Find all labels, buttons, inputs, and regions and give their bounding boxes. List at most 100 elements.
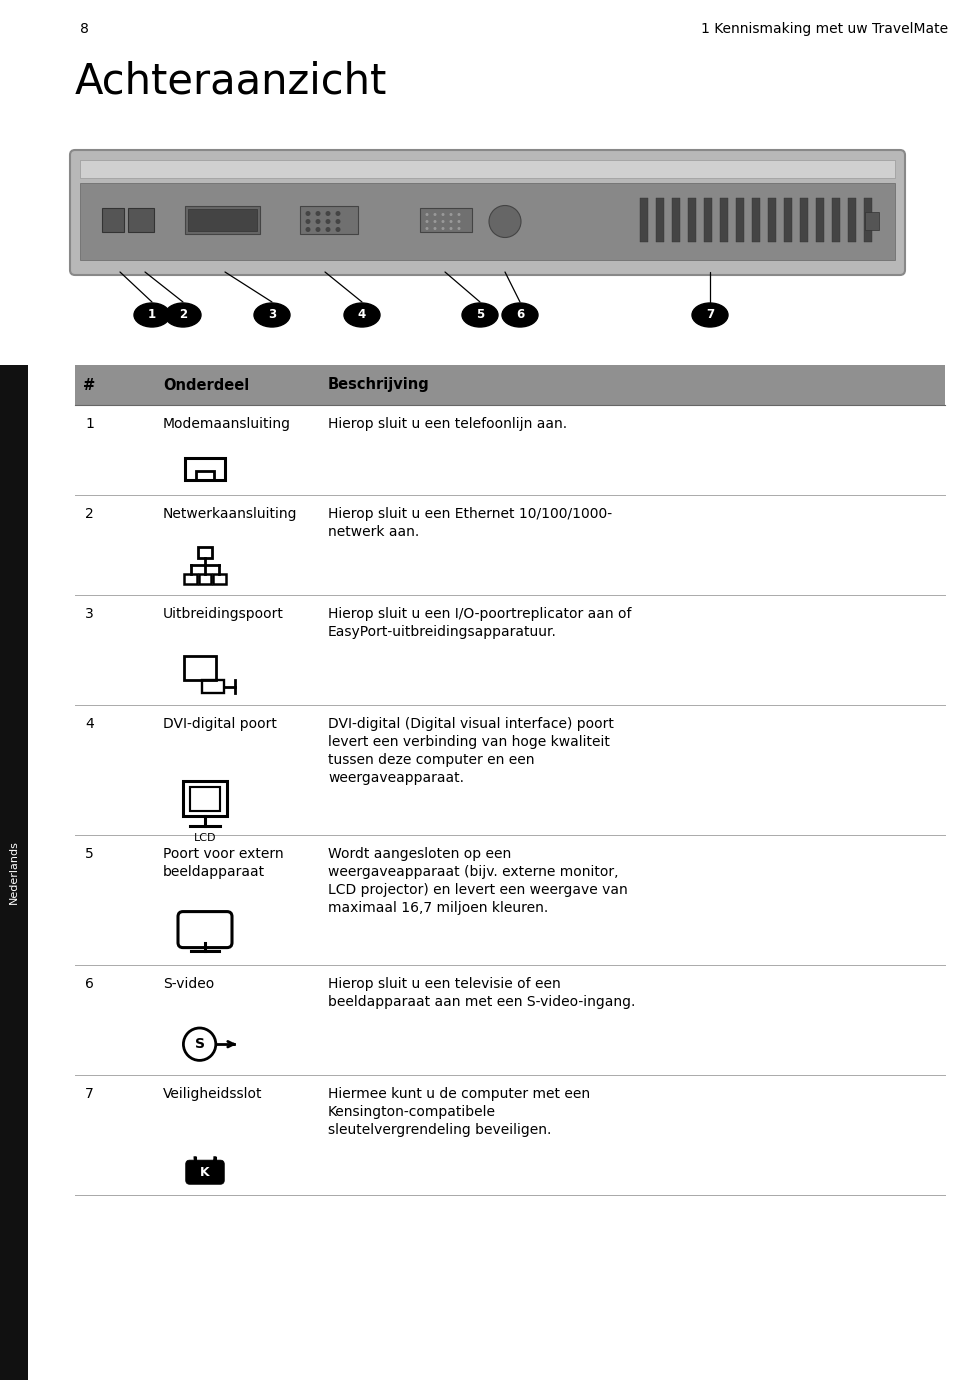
Text: S: S	[195, 1037, 204, 1051]
Circle shape	[434, 219, 437, 224]
Circle shape	[489, 206, 521, 238]
Text: 1: 1	[148, 309, 156, 322]
Circle shape	[425, 212, 428, 217]
Circle shape	[305, 211, 310, 217]
Text: 5: 5	[476, 309, 484, 322]
Text: Wordt aangesloten op een
weergaveapparaat (bijv. externe monitor,
LCD projector): Wordt aangesloten op een weergaveapparaa…	[328, 847, 628, 914]
Bar	[832, 197, 840, 242]
Circle shape	[442, 219, 444, 224]
Bar	[865, 211, 879, 229]
Bar	[704, 197, 712, 242]
Text: LCD: LCD	[194, 833, 216, 843]
Circle shape	[425, 219, 428, 224]
Circle shape	[442, 212, 444, 217]
Bar	[184, 575, 197, 584]
Bar	[300, 206, 358, 233]
Text: Hierop sluit u een telefoonlijn aan.: Hierop sluit u een telefoonlijn aan.	[328, 417, 567, 431]
Circle shape	[325, 219, 330, 224]
Text: 2: 2	[85, 507, 94, 521]
Bar	[185, 457, 225, 480]
Circle shape	[335, 219, 341, 224]
Bar	[198, 547, 212, 558]
Circle shape	[434, 212, 437, 217]
Circle shape	[442, 226, 444, 231]
Circle shape	[305, 226, 310, 232]
Text: 8: 8	[80, 22, 89, 36]
Bar	[656, 197, 664, 242]
FancyBboxPatch shape	[185, 1160, 225, 1184]
Ellipse shape	[462, 303, 498, 327]
Circle shape	[434, 226, 437, 231]
FancyBboxPatch shape	[70, 150, 905, 275]
Text: 7: 7	[706, 309, 714, 322]
Circle shape	[449, 226, 452, 231]
Circle shape	[335, 226, 341, 232]
Circle shape	[458, 212, 461, 217]
Bar	[768, 197, 776, 242]
Bar	[848, 197, 856, 242]
Circle shape	[449, 219, 452, 224]
Text: Hiermee kunt u de computer met een
Kensington-compatibele
sleutelvergrendeling b: Hiermee kunt u de computer met een Kensi…	[328, 1088, 590, 1137]
Bar	[816, 197, 824, 242]
Text: Achteraanzicht: Achteraanzicht	[75, 60, 388, 102]
Circle shape	[316, 226, 321, 232]
Text: Hierop sluit u een Ethernet 10/100/1000-
netwerk aan.: Hierop sluit u een Ethernet 10/100/1000-…	[328, 507, 612, 538]
Text: S-video: S-video	[163, 977, 214, 991]
Ellipse shape	[502, 303, 538, 327]
Bar	[196, 471, 214, 480]
Bar	[188, 208, 257, 231]
Bar	[189, 787, 221, 811]
Text: 3: 3	[268, 309, 276, 322]
Text: 4: 4	[85, 717, 94, 731]
Circle shape	[425, 226, 428, 231]
Bar	[185, 206, 260, 233]
Bar	[784, 197, 792, 242]
Text: Netwerkaansluiting: Netwerkaansluiting	[163, 507, 298, 521]
Text: Veiligheidsslot: Veiligheidsslot	[163, 1088, 262, 1102]
Ellipse shape	[134, 303, 170, 327]
Circle shape	[458, 219, 461, 224]
Text: DVI-digital poort: DVI-digital poort	[163, 717, 276, 731]
Ellipse shape	[344, 303, 380, 327]
Circle shape	[316, 211, 321, 217]
Bar	[720, 197, 728, 242]
Text: Onderdeel: Onderdeel	[163, 377, 250, 393]
Ellipse shape	[254, 303, 290, 327]
Text: Modemaansluiting: Modemaansluiting	[163, 417, 291, 431]
Text: Hierop sluit u een I/O-poortreplicator aan of
EasyPort-uitbreidingsapparatuur.: Hierop sluit u een I/O-poortreplicator a…	[328, 607, 632, 639]
Bar	[0, 365, 28, 1380]
Text: K: K	[201, 1166, 210, 1179]
Circle shape	[325, 211, 330, 217]
Ellipse shape	[692, 303, 728, 327]
Text: Poort voor extern
beeldapparaat: Poort voor extern beeldapparaat	[163, 847, 283, 879]
Bar	[80, 159, 895, 178]
Text: Hierop sluit u een televisie of een
beeldapparaat aan met een S-video-ingang.: Hierop sluit u een televisie of een beel…	[328, 977, 636, 1009]
Bar	[199, 575, 211, 584]
Bar	[752, 197, 760, 242]
Bar	[688, 197, 696, 242]
Text: 4: 4	[358, 309, 366, 322]
Circle shape	[305, 219, 310, 224]
Text: 7: 7	[85, 1088, 94, 1102]
Bar	[128, 207, 154, 232]
Bar	[420, 207, 472, 232]
Text: 1 Kennismaking met uw TravelMate: 1 Kennismaking met uw TravelMate	[701, 22, 948, 36]
Bar	[202, 681, 224, 693]
Bar	[102, 207, 124, 232]
Text: #: #	[83, 377, 95, 393]
Bar	[184, 656, 216, 681]
Bar	[736, 197, 744, 242]
Text: 2: 2	[179, 309, 187, 322]
Text: Uitbreidingspoort: Uitbreidingspoort	[163, 607, 284, 621]
Bar	[800, 197, 808, 242]
Text: 6: 6	[85, 977, 94, 991]
Ellipse shape	[165, 303, 201, 327]
Circle shape	[335, 211, 341, 217]
Bar	[864, 197, 872, 242]
Circle shape	[449, 212, 452, 217]
Text: 1: 1	[85, 417, 94, 431]
Text: DVI-digital (Digital visual interface) poort
levert een verbinding van hoge kwal: DVI-digital (Digital visual interface) p…	[328, 717, 613, 784]
Bar	[183, 781, 227, 816]
Text: 6: 6	[516, 309, 524, 322]
Circle shape	[316, 219, 321, 224]
